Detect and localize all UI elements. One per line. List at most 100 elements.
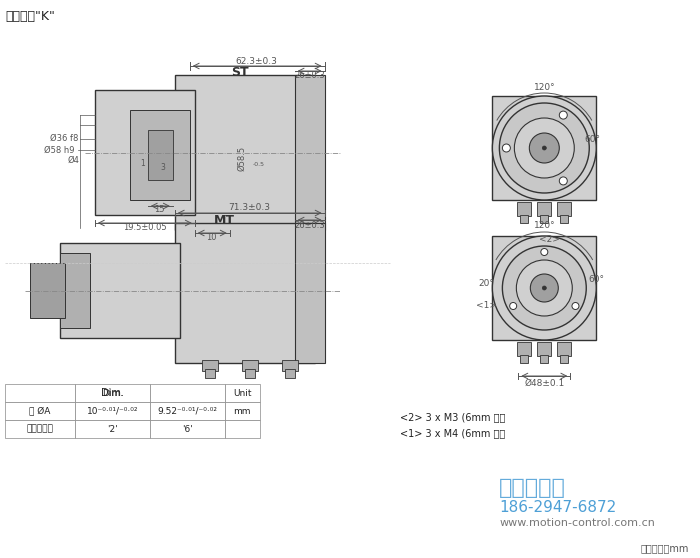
Bar	[204, 236, 215, 246]
Bar	[281, 360, 298, 371]
Text: Ø58 h9: Ø58 h9	[44, 146, 75, 155]
Text: 62.3±0.3: 62.3±0.3	[236, 56, 278, 65]
Text: 10: 10	[206, 233, 217, 243]
Text: <2>: <2>	[539, 235, 560, 244]
Circle shape	[559, 111, 567, 119]
Text: 26±0.3: 26±0.3	[294, 71, 325, 80]
Bar	[281, 226, 298, 238]
Bar	[202, 226, 218, 238]
FancyBboxPatch shape	[492, 96, 596, 200]
Text: 186-2947-6872: 186-2947-6872	[499, 501, 617, 516]
Text: 60°: 60°	[584, 136, 601, 145]
Text: Ø48±0.1: Ø48±0.1	[524, 378, 564, 387]
Text: '2': '2'	[107, 425, 118, 434]
Text: -0.5: -0.5	[253, 162, 265, 167]
Text: 1: 1	[141, 158, 145, 167]
Bar	[75, 384, 150, 402]
Bar	[517, 342, 531, 356]
Circle shape	[572, 302, 579, 310]
Text: '6': '6'	[182, 425, 192, 434]
Bar	[538, 202, 552, 216]
Bar	[225, 420, 260, 438]
Circle shape	[559, 177, 567, 185]
Circle shape	[499, 103, 589, 193]
Text: mm: mm	[233, 406, 251, 416]
Text: 19.5±0.05: 19.5±0.05	[123, 224, 167, 233]
Text: ST: ST	[231, 66, 248, 79]
Text: 尺寸单位：mm: 尺寸单位：mm	[640, 543, 689, 553]
Text: 20°: 20°	[479, 278, 494, 287]
Bar	[560, 355, 568, 363]
Bar	[130, 110, 190, 200]
Bar	[560, 215, 568, 223]
Bar	[540, 355, 548, 363]
Circle shape	[492, 96, 596, 200]
Bar	[245, 369, 255, 378]
Bar	[60, 253, 90, 328]
Circle shape	[503, 144, 510, 152]
Text: Ø36 f8: Ø36 f8	[50, 133, 78, 142]
Circle shape	[542, 146, 546, 150]
Text: 9.52⁻⁰·⁰¹/⁻⁰·⁰²: 9.52⁻⁰·⁰¹/⁻⁰·⁰²	[158, 406, 217, 416]
FancyBboxPatch shape	[492, 236, 596, 340]
Text: 轴类型代码: 轴类型代码	[27, 425, 53, 434]
Bar	[148, 130, 173, 180]
Bar	[30, 263, 65, 318]
Text: MT: MT	[214, 214, 235, 227]
Bar	[538, 342, 552, 356]
Bar	[5, 402, 75, 420]
Text: <2> 3 x M3 (6mm 深）: <2> 3 x M3 (6mm 深）	[400, 412, 505, 422]
Text: www.motion-control.com.cn: www.motion-control.com.cn	[499, 518, 655, 528]
Bar	[295, 223, 325, 363]
Bar	[517, 202, 531, 216]
Text: Ø58.5: Ø58.5	[237, 146, 246, 171]
Text: 3: 3	[160, 163, 165, 172]
Text: 夹紧法兰"K": 夹紧法兰"K"	[5, 10, 55, 23]
Text: 120°: 120°	[533, 222, 555, 230]
Text: 120°: 120°	[533, 84, 555, 93]
Text: Dim.: Dim.	[102, 388, 123, 397]
Text: 60°: 60°	[588, 276, 604, 285]
Text: 西安德伍拓: 西安德伍拓	[499, 478, 566, 498]
Bar	[150, 384, 225, 402]
Bar	[60, 243, 180, 338]
Bar	[95, 90, 195, 215]
Text: Dim.: Dim.	[101, 388, 124, 398]
Text: 26±0.3: 26±0.3	[294, 220, 325, 229]
Text: 10⁻⁰·⁰¹/⁻⁰·⁰²: 10⁻⁰·⁰¹/⁻⁰·⁰²	[87, 406, 138, 416]
Bar	[557, 202, 571, 216]
Text: 71.3±0.3: 71.3±0.3	[229, 204, 271, 213]
Circle shape	[492, 236, 596, 340]
Text: 轴 ØA: 轴 ØA	[29, 406, 50, 416]
Bar	[150, 402, 225, 420]
Bar	[285, 369, 295, 378]
Bar	[520, 355, 528, 363]
Text: <1>: <1>	[476, 301, 497, 310]
Bar	[150, 420, 225, 438]
Bar	[5, 384, 75, 402]
Bar	[241, 226, 258, 238]
Text: 15: 15	[155, 205, 165, 214]
Bar	[295, 75, 325, 230]
Bar	[75, 402, 150, 420]
Bar	[5, 420, 75, 438]
Bar	[225, 384, 260, 402]
Text: Unit: Unit	[233, 388, 251, 397]
Circle shape	[517, 260, 573, 316]
Bar	[225, 402, 260, 420]
Bar	[540, 215, 548, 223]
Bar	[520, 215, 528, 223]
Circle shape	[542, 286, 546, 290]
Bar	[285, 236, 295, 246]
Circle shape	[541, 248, 548, 256]
Bar	[175, 75, 314, 230]
Bar	[175, 223, 314, 363]
Circle shape	[529, 133, 559, 163]
Circle shape	[531, 274, 559, 302]
Circle shape	[503, 246, 587, 330]
Circle shape	[510, 302, 517, 310]
Bar	[202, 360, 218, 371]
Bar	[557, 342, 571, 356]
Bar	[75, 420, 150, 438]
Text: <1> 3 x M4 (6mm 深）: <1> 3 x M4 (6mm 深）	[400, 428, 505, 438]
